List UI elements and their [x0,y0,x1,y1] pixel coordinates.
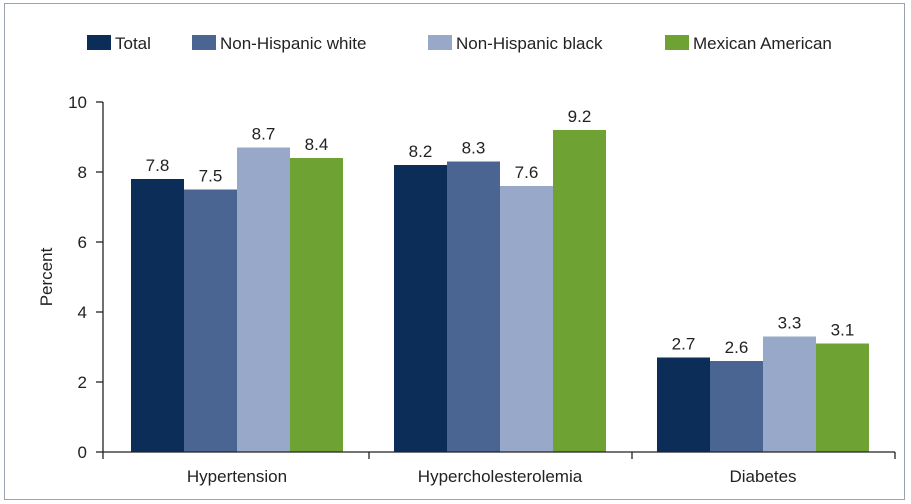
legend-swatch [428,35,452,50]
bar-diabetes-mexican-american [816,343,869,452]
value-label: 7.8 [146,156,170,175]
value-label: 7.5 [199,167,223,186]
legend-label: Total [115,34,151,53]
category-label: Hypertension [187,467,287,486]
bar-diabetes-non-hispanic-white [710,361,763,452]
bars [131,130,869,452]
value-label: 8.4 [305,135,329,154]
value-label: 9.2 [568,107,592,126]
value-label: 8.2 [409,142,433,161]
value-label: 8.7 [252,125,276,144]
y-tick-label: 4 [78,303,87,322]
y-tick-label: 6 [78,233,87,252]
value-labels: 7.8 7.5 8.7 8.4 8.2 8.3 7.6 9.2 2.7 2.6 3.3 3.1 [146,107,855,357]
value-label: 2.7 [672,335,696,354]
value-label: 8.3 [462,139,486,158]
y-tick-label: 8 [78,163,87,182]
y-tick-label: 0 [78,443,87,462]
bar-diabetes-non-hispanic-black [763,336,816,452]
legend-label: Non-Hispanic white [220,34,366,53]
y-tick-label: 10 [68,93,87,112]
bar-hypercholesterolemia-non-hispanic-white [447,161,500,452]
bar-hypercholesterolemia-total [394,165,447,452]
legend-swatch [665,35,689,50]
value-label: 3.3 [778,314,802,333]
bar-hypertension-mexican-american [290,158,343,452]
legend-label: Mexican American [693,34,832,53]
bar-hypercholesterolemia-non-hispanic-black [500,186,553,452]
bar-hypertension-non-hispanic-black [237,147,290,452]
category-label: Diabetes [729,467,796,486]
bar-hypertension-non-hispanic-white [184,189,237,452]
y-axis-label: Percent [37,247,56,306]
bar-diabetes-total [657,357,710,452]
value-label: 3.1 [831,321,855,340]
value-label: 7.6 [515,163,539,182]
y-tick-label: 2 [78,373,87,392]
legend: Total Non-Hispanic white Non-Hispanic blac… [87,34,832,53]
bar-hypercholesterolemia-mexican-american [553,130,606,452]
category-label: Hypercholesterolemia [418,467,583,486]
axes: 0 2 4 6 8 10 Hypertension Hypercholesterolemia D… [68,93,896,486]
legend-swatch [87,35,111,50]
legend-label: Non-Hispanic black [456,34,603,53]
legend-swatch [192,35,216,50]
value-label: 2.6 [725,338,749,357]
bar-hypertension-total [131,179,184,452]
